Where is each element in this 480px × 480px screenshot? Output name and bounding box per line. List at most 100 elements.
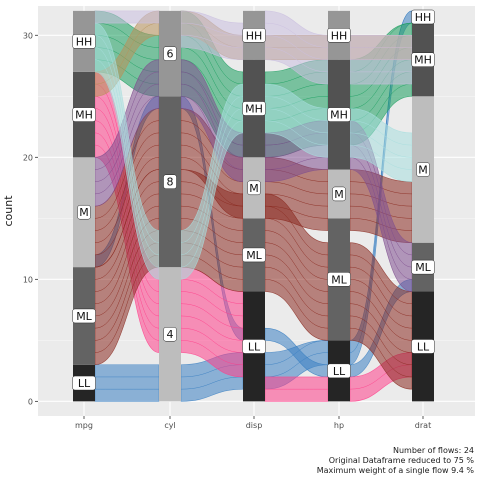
- stratum-label: 4: [167, 328, 174, 341]
- stratum-label-box: [411, 52, 435, 67]
- stratum-label: HH: [76, 35, 93, 48]
- flow-line: [180, 376, 244, 390]
- stratum-label: ML: [76, 310, 92, 323]
- stratum-label: MH: [414, 54, 432, 67]
- flow-line: [94, 47, 160, 256]
- x-tick-label: mpg: [75, 421, 93, 430]
- flow-line: [264, 205, 329, 219]
- flow-line: [264, 35, 329, 60]
- flow-line: [349, 279, 413, 329]
- stratum-label-box: [242, 247, 266, 263]
- stratum-label-box: [327, 28, 351, 43]
- stratum-label: M: [79, 206, 89, 219]
- stratum-label: 6: [167, 48, 174, 61]
- stratum-label-box: [416, 162, 430, 177]
- axis-layer: 0 10 20 30 mpg cyl disp hp drat: [23, 31, 431, 430]
- flow-line: [349, 144, 413, 170]
- flow-line: [349, 315, 413, 365]
- x-tick-label: drat: [415, 421, 431, 430]
- flow-line: [349, 327, 413, 378]
- stratum-label-box: [327, 363, 351, 379]
- flow-line: [349, 266, 413, 317]
- stratum-label: MH: [330, 109, 348, 122]
- flow-line: [264, 242, 329, 292]
- flow-line: [180, 96, 244, 170]
- flow-line: [94, 22, 160, 48]
- stratum-label-box: [411, 259, 435, 275]
- flow-layer: [94, 10, 413, 402]
- flow-line: [180, 71, 244, 146]
- stratum-label-box: [411, 339, 435, 354]
- flow-line: [264, 157, 329, 170]
- stratum-label-box: [72, 308, 96, 324]
- y-tick-label: 30: [23, 31, 33, 40]
- flow-line: [349, 291, 413, 341]
- stratum-label-box: [242, 339, 266, 354]
- flow-line: [264, 193, 329, 207]
- flow-ribbon: [94, 364, 160, 402]
- flow-line: [349, 132, 413, 158]
- caption-line-1: Number of flows: 24: [393, 446, 474, 455]
- stratum-label-box: [163, 326, 177, 342]
- flow-line: [264, 22, 329, 48]
- flow-line: [264, 352, 329, 378]
- stratum-label-box: [72, 34, 96, 49]
- stratum-label-box: [332, 186, 346, 202]
- stratum-label: M: [249, 182, 259, 195]
- stratum-label-box: [411, 9, 435, 25]
- flow-line: [180, 315, 244, 341]
- flow-line: [180, 205, 244, 231]
- flow-line: [264, 266, 329, 317]
- strata-layer: [73, 10, 434, 402]
- stratum-label-box: [242, 101, 266, 116]
- stratum-label: HH: [415, 11, 432, 24]
- stratum-label: ML: [331, 273, 347, 286]
- flow-line: [94, 35, 160, 243]
- flow-line: [180, 120, 244, 268]
- y-tick-label: 0: [28, 397, 33, 406]
- flow-line: [180, 22, 244, 36]
- stratum-label: MH: [75, 109, 93, 122]
- stratum-label: MH: [245, 103, 263, 116]
- stratum-label-box: [327, 272, 351, 287]
- flow-line: [180, 108, 244, 256]
- stratum-label: HH: [331, 29, 348, 42]
- flow-line: [180, 83, 244, 158]
- stratum-label-box: [77, 204, 91, 220]
- flow-line: [349, 254, 413, 304]
- stratum-label: LL: [333, 365, 346, 378]
- flow-line: [180, 96, 244, 243]
- flow-line: [349, 157, 413, 280]
- flow-line: [264, 279, 329, 329]
- flow-line: [264, 108, 329, 134]
- stratum-label: LL: [248, 340, 261, 353]
- stratum-label: M: [418, 164, 428, 177]
- flow-line: [349, 303, 413, 353]
- x-tick-label: hp: [334, 421, 344, 430]
- stratum-label: LL: [417, 340, 430, 353]
- stratum-label: ML: [246, 249, 262, 262]
- stratum-label: ML: [415, 261, 431, 274]
- flow-line: [94, 22, 160, 85]
- flow-line: [180, 35, 244, 48]
- caption-line-3: Maximum weight of a single flow 9.4 %: [316, 466, 474, 475]
- stratum-label-box: [72, 107, 96, 122]
- stratum-label-box: [242, 28, 266, 43]
- x-tick-label: cyl: [164, 421, 175, 430]
- y-axis-title: count: [2, 195, 15, 227]
- flow-line: [94, 59, 160, 268]
- flow-line: [349, 120, 413, 146]
- flow-ribbon: [94, 10, 160, 24]
- stratum-label-box: [327, 107, 351, 122]
- x-tick-label: disp: [246, 421, 263, 430]
- flow-line: [264, 218, 329, 268]
- stratum-label-box: [163, 174, 177, 189]
- flow-line: [264, 47, 329, 73]
- flow-line: [264, 254, 329, 304]
- stratum-label-box: [163, 46, 177, 61]
- flow-line: [180, 303, 244, 329]
- flow-line: [264, 120, 329, 146]
- flow-line: [180, 279, 244, 304]
- flow-line: [180, 340, 244, 365]
